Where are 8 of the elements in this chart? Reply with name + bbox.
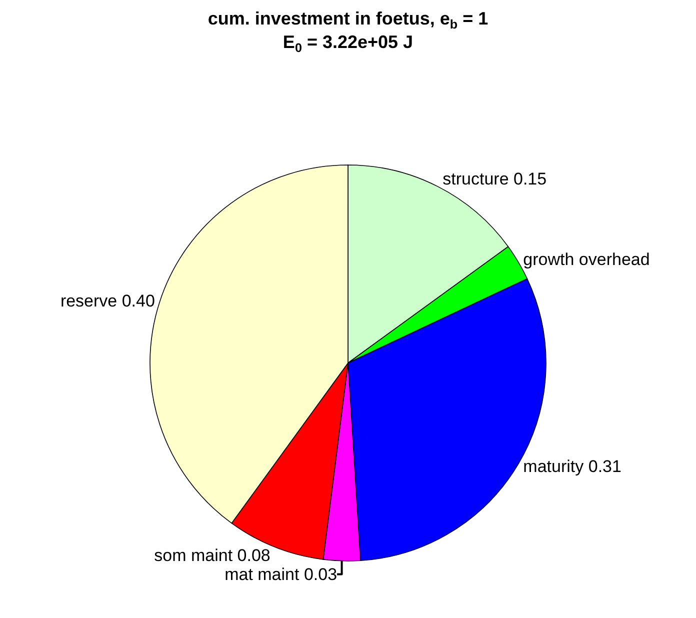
slice-label: structure 0.15 <box>442 170 547 189</box>
chart-title: cum. investment in foetus, e$_{b}$ = 1 <box>208 8 488 32</box>
slice-label: mat maint 0.03 <box>224 564 338 584</box>
slice-label: growth overhead <box>523 250 650 270</box>
slice-label: reserve 0.40 <box>60 291 155 310</box>
chart-subtitle: E$_{0}$ = 3.22e+05 J <box>282 32 414 55</box>
slice-label: maturity 0.31 <box>523 456 622 476</box>
slice-label: som maint 0.08 <box>154 546 270 565</box>
